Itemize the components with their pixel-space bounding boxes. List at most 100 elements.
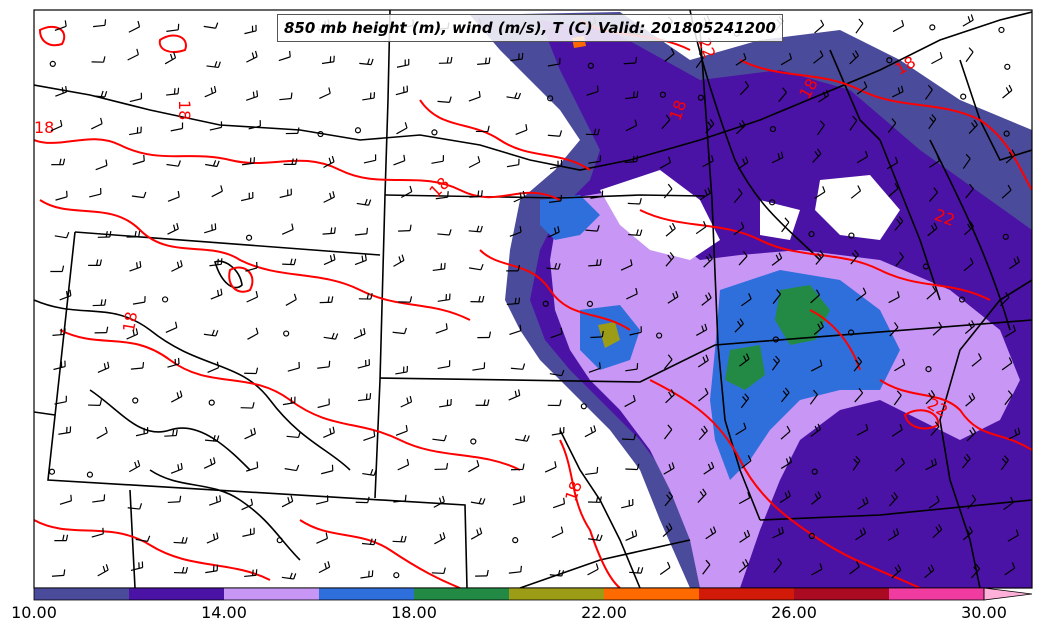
wind-barb (808, 230, 815, 238)
wind-barb (94, 326, 109, 334)
wind-barb (51, 569, 66, 577)
wind-barb (929, 24, 936, 31)
wind-barb (850, 249, 859, 265)
wind-barb (246, 461, 259, 472)
wind-barb (962, 453, 971, 469)
wind-barb (925, 365, 932, 373)
wind-barb (55, 85, 68, 97)
wind-barb (780, 425, 791, 440)
wind-barb (281, 572, 297, 580)
wind-barb (432, 434, 447, 442)
wind-barb (59, 494, 73, 505)
wind-barb (965, 47, 974, 63)
wind-barb (968, 119, 978, 134)
wind-barb (245, 261, 258, 272)
wind-barb (587, 563, 599, 576)
wind-barb (353, 327, 366, 340)
wind-barb (663, 462, 675, 475)
wind-barb (627, 198, 642, 205)
wind-barb (88, 259, 102, 267)
wind-barb (321, 55, 335, 65)
wind-barb (741, 293, 752, 307)
wind-barb (624, 394, 636, 408)
wind-barb (667, 290, 679, 304)
wind-barb (964, 221, 974, 236)
wind-barb (242, 157, 256, 166)
wind-barb (932, 524, 943, 539)
wind-barb (739, 529, 751, 543)
wind-barb (92, 19, 107, 28)
wind-barb (1004, 562, 1016, 576)
wind-barb (206, 61, 221, 69)
map-title: 850 mb height (m), wind (m/s), T (C) Val… (277, 14, 783, 42)
wind-barb (470, 438, 477, 445)
wind-barb (891, 423, 903, 437)
colorbar-segment (34, 588, 129, 600)
wind-barb (698, 387, 709, 402)
wind-barb (431, 129, 438, 136)
wind-barb (580, 403, 587, 410)
shade-20-22 (598, 322, 620, 348)
wind-barb (393, 154, 406, 166)
wind-barb (888, 291, 900, 304)
wind-barb (588, 259, 602, 267)
wind-barb (287, 361, 300, 372)
wind-barb (59, 289, 72, 301)
wind-barb (204, 223, 217, 234)
wind-barb (999, 292, 1010, 307)
wind-barb (396, 58, 410, 68)
wind-barb (962, 526, 973, 541)
wind-barb (772, 289, 782, 304)
wind-barb (552, 497, 566, 509)
wind-barb (508, 389, 521, 401)
wind-barb (97, 361, 110, 373)
wind-barb (506, 92, 522, 100)
wind-barb (317, 360, 331, 369)
temperature-contours (34, 19, 1032, 588)
wind-barb (780, 52, 793, 66)
wind-barb (435, 191, 449, 200)
wind-barb (469, 190, 483, 198)
wind-barb (206, 532, 219, 544)
wind-barb (1000, 455, 1009, 471)
wind-barb (549, 569, 565, 577)
wind-barb (809, 389, 818, 405)
wind-barb (895, 457, 905, 472)
wind-barb (437, 293, 451, 302)
wind-barb (203, 457, 216, 469)
wind-barb (209, 258, 223, 267)
wind-barb (664, 491, 674, 507)
wind-barb (665, 251, 675, 267)
wind-barb (624, 155, 639, 164)
colorbar-segment (224, 588, 319, 600)
wind-barb (958, 296, 966, 303)
wind-barb (170, 122, 184, 132)
wind-barb (772, 526, 784, 539)
wind-barb (165, 321, 178, 334)
wind-barb (130, 361, 145, 370)
wind-barb (590, 330, 604, 339)
wind-barb (54, 231, 70, 239)
wind-barb (773, 558, 783, 573)
wind-barb (925, 458, 937, 471)
wind-barb (894, 358, 906, 372)
wind-barb (547, 399, 562, 407)
wind-barb (738, 250, 748, 266)
wind-barb (738, 559, 749, 573)
wind-barb (856, 423, 869, 436)
colorbar-segment (699, 588, 794, 600)
contour-label: 18 (175, 100, 194, 120)
wind-barb (588, 534, 603, 542)
wind-barb (51, 158, 66, 166)
wind-barb (323, 155, 335, 169)
wind-barb (468, 90, 481, 102)
wind-barb (620, 259, 633, 271)
wind-barb (319, 87, 331, 99)
wind-barb (315, 495, 329, 505)
wind-barb (166, 23, 180, 32)
wind-barb (664, 424, 673, 440)
wind-barb (318, 561, 331, 574)
wind-barb (245, 90, 259, 101)
wind-barb (164, 429, 178, 437)
wind-barb (437, 229, 452, 236)
